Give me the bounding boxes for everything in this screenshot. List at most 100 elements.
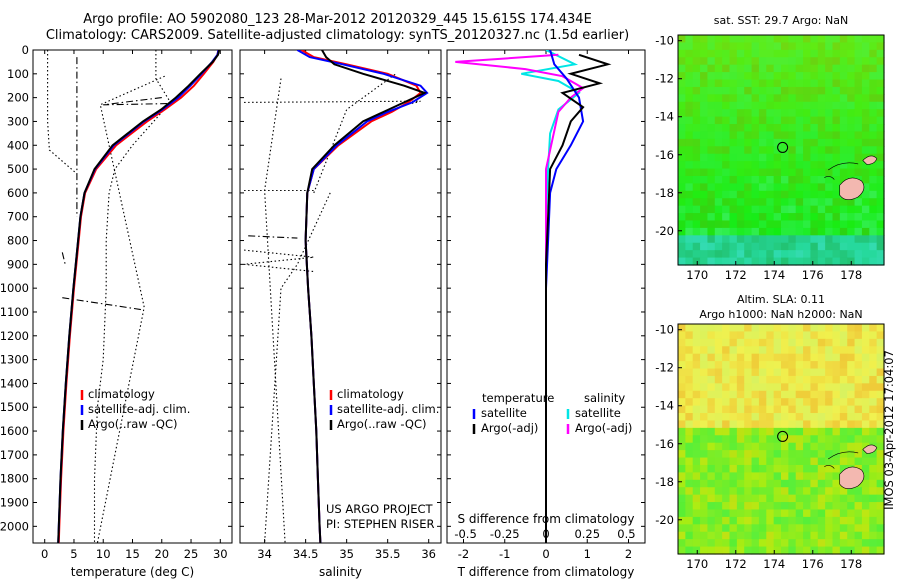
map-cell xyxy=(825,94,834,103)
map-cell xyxy=(788,146,797,155)
map-cell xyxy=(758,64,767,73)
map-cell xyxy=(803,124,812,133)
map-cell xyxy=(876,324,885,333)
map-cell xyxy=(803,479,812,488)
map-cell xyxy=(692,375,701,384)
footer-timestamp: IMOS 03-Apr-2012 17:04:07 xyxy=(882,350,896,510)
map-cell xyxy=(678,220,686,229)
map-cell xyxy=(722,64,731,73)
map-cell xyxy=(692,213,701,222)
map-cell xyxy=(692,353,701,362)
map-cell xyxy=(700,509,709,518)
map-cell xyxy=(678,235,686,244)
map-cell xyxy=(788,502,797,511)
contour-line xyxy=(824,465,835,469)
map-cell xyxy=(854,138,863,147)
map-cell xyxy=(700,242,709,251)
map-cell xyxy=(861,242,870,251)
map-cell xyxy=(795,457,804,466)
map-cell xyxy=(788,353,797,362)
map-cell xyxy=(869,546,878,555)
map-cell xyxy=(839,220,848,229)
map-cell xyxy=(795,35,804,44)
map-cell xyxy=(714,242,723,251)
map-cell xyxy=(722,331,731,340)
map-cell xyxy=(825,516,834,525)
map-cell xyxy=(707,324,716,333)
plot-area xyxy=(244,50,429,543)
map-cell xyxy=(685,49,694,58)
map-cell xyxy=(839,413,848,422)
map-cell xyxy=(678,86,686,95)
map-cell xyxy=(766,213,775,222)
map-cell xyxy=(736,405,745,414)
y-tick-label: 200 xyxy=(7,91,29,105)
map-cell xyxy=(692,338,701,347)
map-cell xyxy=(714,375,723,384)
y-tick-label: 300 xyxy=(7,114,29,128)
map-cell xyxy=(758,390,767,399)
map-cell xyxy=(707,190,716,199)
map-cell xyxy=(685,413,694,422)
map-cell xyxy=(861,375,870,384)
map-cell xyxy=(861,427,870,436)
map-cell xyxy=(707,161,716,170)
map-cell xyxy=(722,124,731,133)
map-cell xyxy=(817,235,826,244)
map-cell xyxy=(678,146,686,155)
map-cell xyxy=(773,138,782,147)
map-cell xyxy=(744,57,753,66)
map-cell xyxy=(678,494,686,503)
map-cell xyxy=(736,442,745,451)
map-cell xyxy=(810,109,819,118)
map-cell xyxy=(766,494,775,503)
map-cell xyxy=(825,346,834,355)
map-cell xyxy=(810,346,819,355)
map-cell xyxy=(795,227,804,236)
map-title: sat. SST: 29.7 Argo: NaN xyxy=(714,14,848,27)
map-cell xyxy=(744,368,753,377)
map-cell xyxy=(810,479,819,488)
map-cell xyxy=(700,390,709,399)
map-cell xyxy=(685,464,694,473)
map-cell xyxy=(692,220,701,229)
map-cell xyxy=(692,457,701,466)
map-cell xyxy=(788,479,797,488)
map-cell xyxy=(825,539,834,548)
map-cell xyxy=(781,35,789,44)
map-cell xyxy=(707,472,716,481)
map-cell xyxy=(773,116,782,125)
map-cell xyxy=(722,524,731,533)
legend-group-title: temperature xyxy=(482,391,554,405)
map-cell xyxy=(736,331,745,340)
map-cell xyxy=(832,257,841,266)
map-cell xyxy=(714,390,723,399)
map-cell xyxy=(876,435,885,444)
map-cell xyxy=(758,509,767,518)
qc-series-line xyxy=(264,78,286,543)
map-cell xyxy=(766,168,775,177)
map-cell xyxy=(795,487,804,496)
map-cell xyxy=(758,479,767,488)
map-cell xyxy=(839,435,848,444)
map-cell xyxy=(758,161,767,170)
panel-frame xyxy=(239,49,442,544)
map-cell xyxy=(825,338,834,347)
map-cell xyxy=(781,168,789,177)
map-cell xyxy=(736,472,745,481)
map-cell xyxy=(707,153,716,162)
map-cell xyxy=(795,138,804,147)
map-cell xyxy=(861,509,870,518)
map-cell xyxy=(736,124,745,133)
map-cell xyxy=(758,420,767,429)
map-cell xyxy=(773,464,782,473)
map-cell xyxy=(714,168,723,177)
map-cell xyxy=(847,398,856,407)
map-cell xyxy=(751,257,760,266)
map-cell xyxy=(758,531,767,540)
map-cell xyxy=(773,205,782,214)
map-cell xyxy=(832,72,841,81)
map-cell xyxy=(817,124,826,133)
map-cell xyxy=(685,487,694,496)
map-cell xyxy=(861,35,870,44)
